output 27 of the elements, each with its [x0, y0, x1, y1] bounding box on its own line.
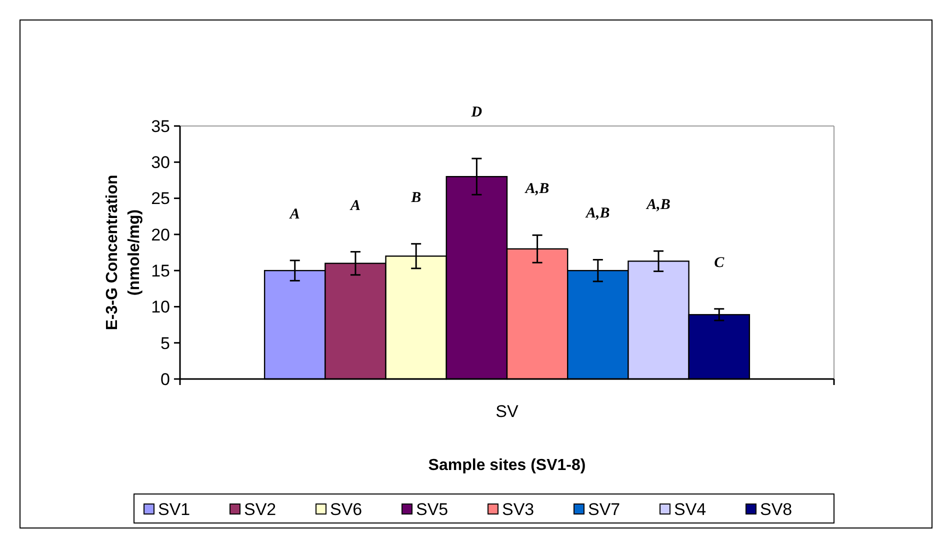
- y-tick-label: 10: [151, 298, 170, 317]
- annotation: A: [288, 206, 300, 222]
- x-axis-title: Sample sites (SV1-8): [428, 457, 586, 474]
- annotation: A,B: [585, 206, 610, 222]
- x-tick-label: SV: [496, 402, 519, 421]
- legend-label: SV4: [674, 500, 706, 519]
- y-tick-label: 20: [151, 225, 170, 244]
- legend-label: SV1: [158, 500, 190, 519]
- annotation: A: [349, 198, 360, 214]
- y-tick-label: 35: [151, 116, 170, 136]
- annotation: C: [714, 254, 726, 271]
- y-tick-label: 30: [151, 153, 170, 172]
- y-tick-label: 5: [160, 334, 170, 353]
- y-tick-label: 0: [160, 370, 170, 389]
- legend-label: SV3: [502, 500, 534, 519]
- y-tick-label: 15: [151, 262, 170, 281]
- legend-label: SV8: [760, 500, 792, 519]
- legend-label: SV2: [244, 500, 276, 519]
- text: D: [470, 104, 482, 121]
- legend-label: SV7: [588, 500, 620, 519]
- legend-label: SV5: [416, 500, 448, 519]
- annotation: A,B: [524, 181, 550, 198]
- legend-label: SV6: [330, 500, 362, 519]
- y-axis-title: E-3-G Concentration (nmole/mg): [104, 174, 143, 330]
- y-tick-label: 25: [151, 189, 170, 208]
- annotation: A,B: [646, 197, 670, 214]
- annotation: B: [410, 190, 422, 206]
